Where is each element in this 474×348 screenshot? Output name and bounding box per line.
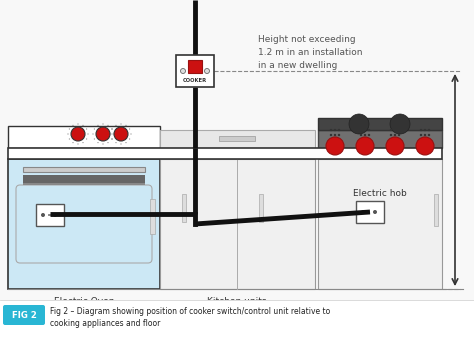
Circle shape (120, 124, 121, 125)
Circle shape (129, 128, 130, 129)
Circle shape (361, 210, 365, 214)
Circle shape (356, 137, 374, 155)
Bar (188, 60, 202, 73)
Text: COOKER: COOKER (183, 79, 207, 84)
Circle shape (53, 213, 57, 217)
Bar (259, 194, 263, 222)
Circle shape (368, 134, 370, 136)
Text: Height not exceeding
1.2 m in an installation
in a new dwelling: Height not exceeding 1.2 m in an install… (258, 35, 363, 70)
Bar (318, 118, 442, 130)
Circle shape (326, 137, 344, 155)
Bar (219, 136, 255, 141)
Bar (434, 194, 438, 226)
Bar (23, 175, 145, 183)
Circle shape (71, 127, 85, 141)
Bar (160, 130, 315, 148)
Text: FIG 2: FIG 2 (11, 310, 36, 319)
Bar (0, 0, 474, 300)
Circle shape (102, 124, 103, 125)
Circle shape (78, 124, 79, 125)
Circle shape (204, 69, 210, 73)
Circle shape (373, 210, 377, 214)
Circle shape (338, 129, 340, 131)
Bar (356, 201, 384, 223)
Circle shape (390, 114, 410, 134)
Bar (150, 199, 155, 234)
Circle shape (349, 114, 369, 134)
Circle shape (428, 134, 430, 136)
Bar (8, 126, 160, 148)
Circle shape (394, 129, 396, 131)
Text: Electric Oven: Electric Oven (54, 297, 114, 306)
Circle shape (368, 129, 370, 131)
Circle shape (86, 128, 87, 129)
Circle shape (120, 143, 121, 144)
Circle shape (424, 134, 426, 136)
Text: Fig 2 – Diagram showing position of cooker switch/control unit relative to
cooki: Fig 2 – Diagram showing position of cook… (50, 307, 330, 329)
Bar (318, 159, 442, 289)
Bar (23, 183, 145, 185)
Bar (36, 204, 64, 226)
Circle shape (398, 134, 400, 136)
Circle shape (424, 129, 426, 131)
Circle shape (78, 143, 79, 144)
Circle shape (114, 127, 128, 141)
Circle shape (82, 125, 83, 126)
Circle shape (86, 139, 87, 140)
Circle shape (330, 129, 332, 131)
Circle shape (102, 143, 103, 144)
Circle shape (111, 128, 112, 129)
Circle shape (129, 139, 130, 140)
Circle shape (334, 134, 336, 136)
Circle shape (116, 125, 117, 126)
Circle shape (116, 142, 117, 143)
Bar (182, 194, 186, 222)
Bar (0, 300, 474, 348)
Text: Kitchen units: Kitchen units (207, 297, 267, 306)
Circle shape (386, 137, 404, 155)
Circle shape (420, 134, 422, 136)
Bar (160, 159, 315, 289)
Circle shape (126, 142, 127, 143)
Circle shape (126, 125, 127, 126)
Circle shape (420, 129, 422, 131)
Circle shape (94, 139, 95, 140)
Bar (8, 148, 442, 159)
Circle shape (360, 134, 362, 136)
Circle shape (394, 134, 396, 136)
Circle shape (398, 129, 400, 131)
Circle shape (334, 129, 336, 131)
Circle shape (112, 128, 113, 129)
Circle shape (69, 139, 70, 140)
Circle shape (69, 128, 70, 129)
Circle shape (428, 129, 430, 131)
Bar (8, 159, 160, 289)
Bar (23, 167, 145, 172)
Circle shape (360, 129, 362, 131)
Circle shape (98, 142, 99, 143)
Circle shape (390, 134, 392, 136)
Circle shape (98, 125, 99, 126)
Circle shape (330, 134, 332, 136)
Circle shape (82, 142, 83, 143)
Circle shape (112, 139, 113, 140)
FancyBboxPatch shape (3, 305, 45, 325)
Circle shape (338, 134, 340, 136)
Circle shape (181, 69, 185, 73)
Circle shape (94, 128, 95, 129)
Circle shape (416, 137, 434, 155)
Bar (176, 55, 214, 87)
Circle shape (364, 134, 366, 136)
Circle shape (390, 129, 392, 131)
Bar (318, 130, 442, 148)
Text: Electric hob: Electric hob (353, 189, 407, 198)
Circle shape (364, 129, 366, 131)
FancyBboxPatch shape (16, 185, 152, 263)
Circle shape (108, 142, 109, 143)
Circle shape (96, 127, 110, 141)
Circle shape (111, 139, 112, 140)
Circle shape (41, 213, 45, 217)
Circle shape (108, 125, 109, 126)
